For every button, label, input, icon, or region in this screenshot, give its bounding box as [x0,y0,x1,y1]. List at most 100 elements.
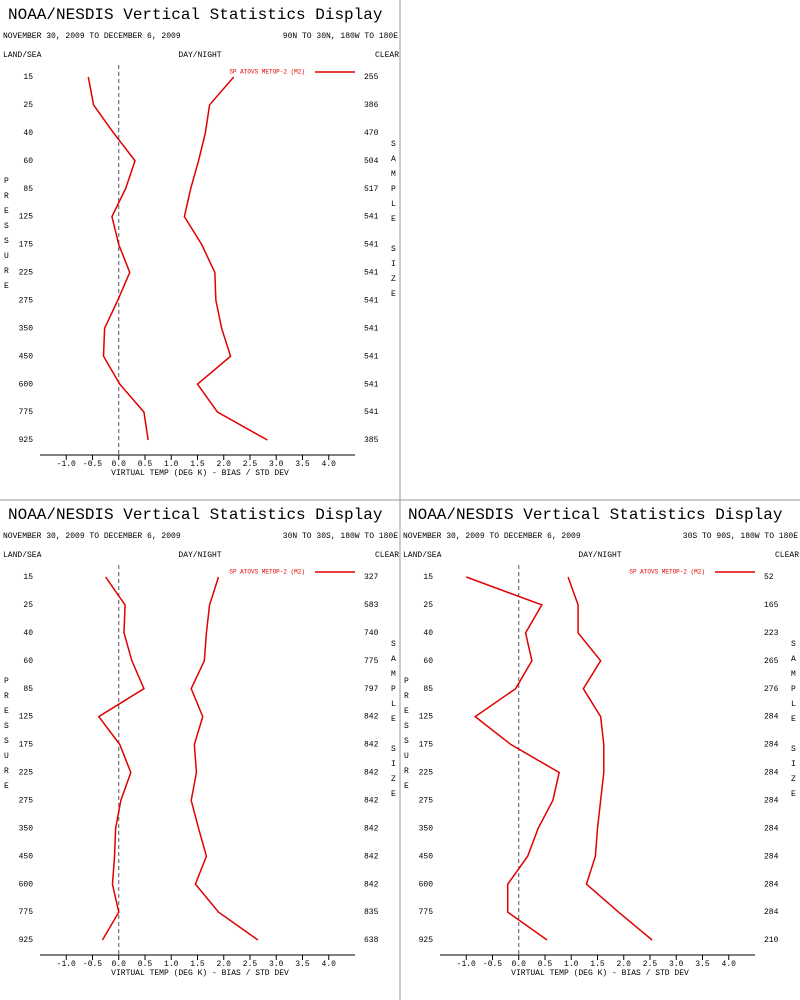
series-line [465,576,561,941]
x-tick-label: -0.5 [483,960,502,969]
sample-size: 797 [364,685,379,694]
date-range: NOVEMBER 30, 2009 TO DECEMBER 6, 2009 [403,532,581,541]
sample-size: 470 [364,129,379,138]
y-tick-label: 25 [23,101,33,110]
chart-title: NOAA/NESDIS Vertical Statistics Display [8,6,383,24]
y-tick-label: 275 [19,796,34,805]
y-tick-label: 175 [19,741,34,750]
legend-label: SP ATOVS METOP-2 (M2) [229,569,305,576]
y-tick-label: 350 [19,324,34,333]
panel: NOAA/NESDIS Vertical Statistics Display N… [402,506,799,978]
x-tick-label: 4.0 [322,460,337,469]
y-tick-label: 925 [419,936,434,945]
sample-size: 504 [364,157,379,166]
x-tick-label: 0.0 [112,960,127,969]
sample-size: 541 [364,408,379,417]
x-tick-label: 0.0 [112,460,127,469]
sample-size: 835 [364,908,379,917]
y-tick-label: 85 [423,685,433,694]
x-tick-label: 0.5 [138,960,153,969]
y-tick-label: 450 [419,852,434,861]
sample-size: 210 [764,936,779,945]
x-tick-label: 2.5 [643,960,658,969]
y-tick-label: 225 [419,769,434,778]
sample-size: 842 [364,852,379,861]
center-label: DAY/NIGHT [178,51,221,60]
y-tick-label: 15 [423,573,433,582]
x-tick-label: -1.0 [57,460,76,469]
x-tick-label: 0.0 [512,960,527,969]
y-tick-label: 60 [23,657,33,666]
sample-size: 276 [764,685,779,694]
y-tick-label: 125 [19,713,34,722]
sample-size: 541 [364,380,379,389]
series-line [190,576,259,941]
left-label: LAND/SEA [403,551,442,560]
x-tick-label: 3.0 [269,460,284,469]
series-line [87,76,149,441]
y-tick-label: 125 [19,213,34,222]
x-tick-label: 4.0 [322,960,337,969]
y-tick-label: 775 [19,908,34,917]
x-tick-label: 2.5 [243,460,258,469]
left-label: LAND/SEA [3,551,42,560]
chart-title: NOAA/NESDIS Vertical Statistics Display [8,506,383,524]
sample-size: 386 [364,101,379,110]
right-label: CLEAR [375,551,399,560]
y-tick-label: 40 [23,129,33,138]
y2-axis-label: SAMPLE SIZE [789,640,798,805]
x-tick-label: -0.5 [83,960,102,969]
y-tick-label: 450 [19,852,34,861]
right-label: CLEAR [775,551,799,560]
y-axis-label: PRESSURE [2,677,11,797]
x-tick-label: 1.0 [164,460,179,469]
date-range: NOVEMBER 30, 2009 TO DECEMBER 6, 2009 [3,32,181,41]
sample-size: 52 [764,573,774,582]
left-label: LAND/SEA [3,51,42,60]
sample-size: 385 [364,436,379,445]
sample-size: 842 [364,741,379,750]
series-line [567,576,653,941]
sample-size: 583 [364,601,379,610]
y-tick-label: 60 [23,157,33,166]
sample-size: 638 [364,936,379,945]
sample-size: 284 [764,824,779,833]
y-tick-label: 40 [423,629,433,638]
x-tick-label: 3.5 [295,460,310,469]
y-tick-label: 600 [419,880,434,889]
center-label: DAY/NIGHT [178,551,221,560]
chart-title: NOAA/NESDIS Vertical Statistics Display [408,506,783,524]
center-label: DAY/NIGHT [578,551,621,560]
y2-axis-label: SAMPLE SIZE [389,140,398,305]
legend-label: SP ATOVS METOP-2 (M2) [629,569,705,576]
x-axis-label: VIRTUAL TEMP (DEG K) - BIAS / STD DEV [511,969,689,978]
x-tick-label: 2.5 [243,960,258,969]
y-tick-label: 350 [19,824,34,833]
y-tick-label: 925 [19,936,34,945]
x-tick-label: 3.5 [695,960,710,969]
x-tick-label: 2.0 [217,460,232,469]
sample-size: 284 [764,741,779,750]
y-tick-label: 40 [23,629,33,638]
x-tick-label: 2.0 [217,960,232,969]
sample-size: 541 [364,296,379,305]
y-tick-label: 60 [423,657,433,666]
y-tick-label: 925 [19,436,34,445]
sample-size: 842 [364,769,379,778]
y-tick-label: 600 [19,880,34,889]
x-tick-label: 3.5 [295,960,310,969]
sample-size: 842 [364,713,379,722]
y-tick-label: 775 [419,908,434,917]
y-tick-label: 25 [423,601,433,610]
sample-size: 541 [364,241,379,250]
x-tick-label: 3.0 [669,960,684,969]
right-label: CLEAR [375,51,399,60]
y-tick-label: 350 [419,824,434,833]
x-tick-label: -1.0 [457,960,476,969]
region: 90N TO 30N, 180W TO 180E [283,32,398,41]
sample-size: 842 [364,880,379,889]
sample-size: 265 [764,657,779,666]
sample-size: 541 [364,213,379,222]
y2-axis-label: SAMPLE SIZE [389,640,398,805]
x-tick-label: 2.0 [617,960,632,969]
